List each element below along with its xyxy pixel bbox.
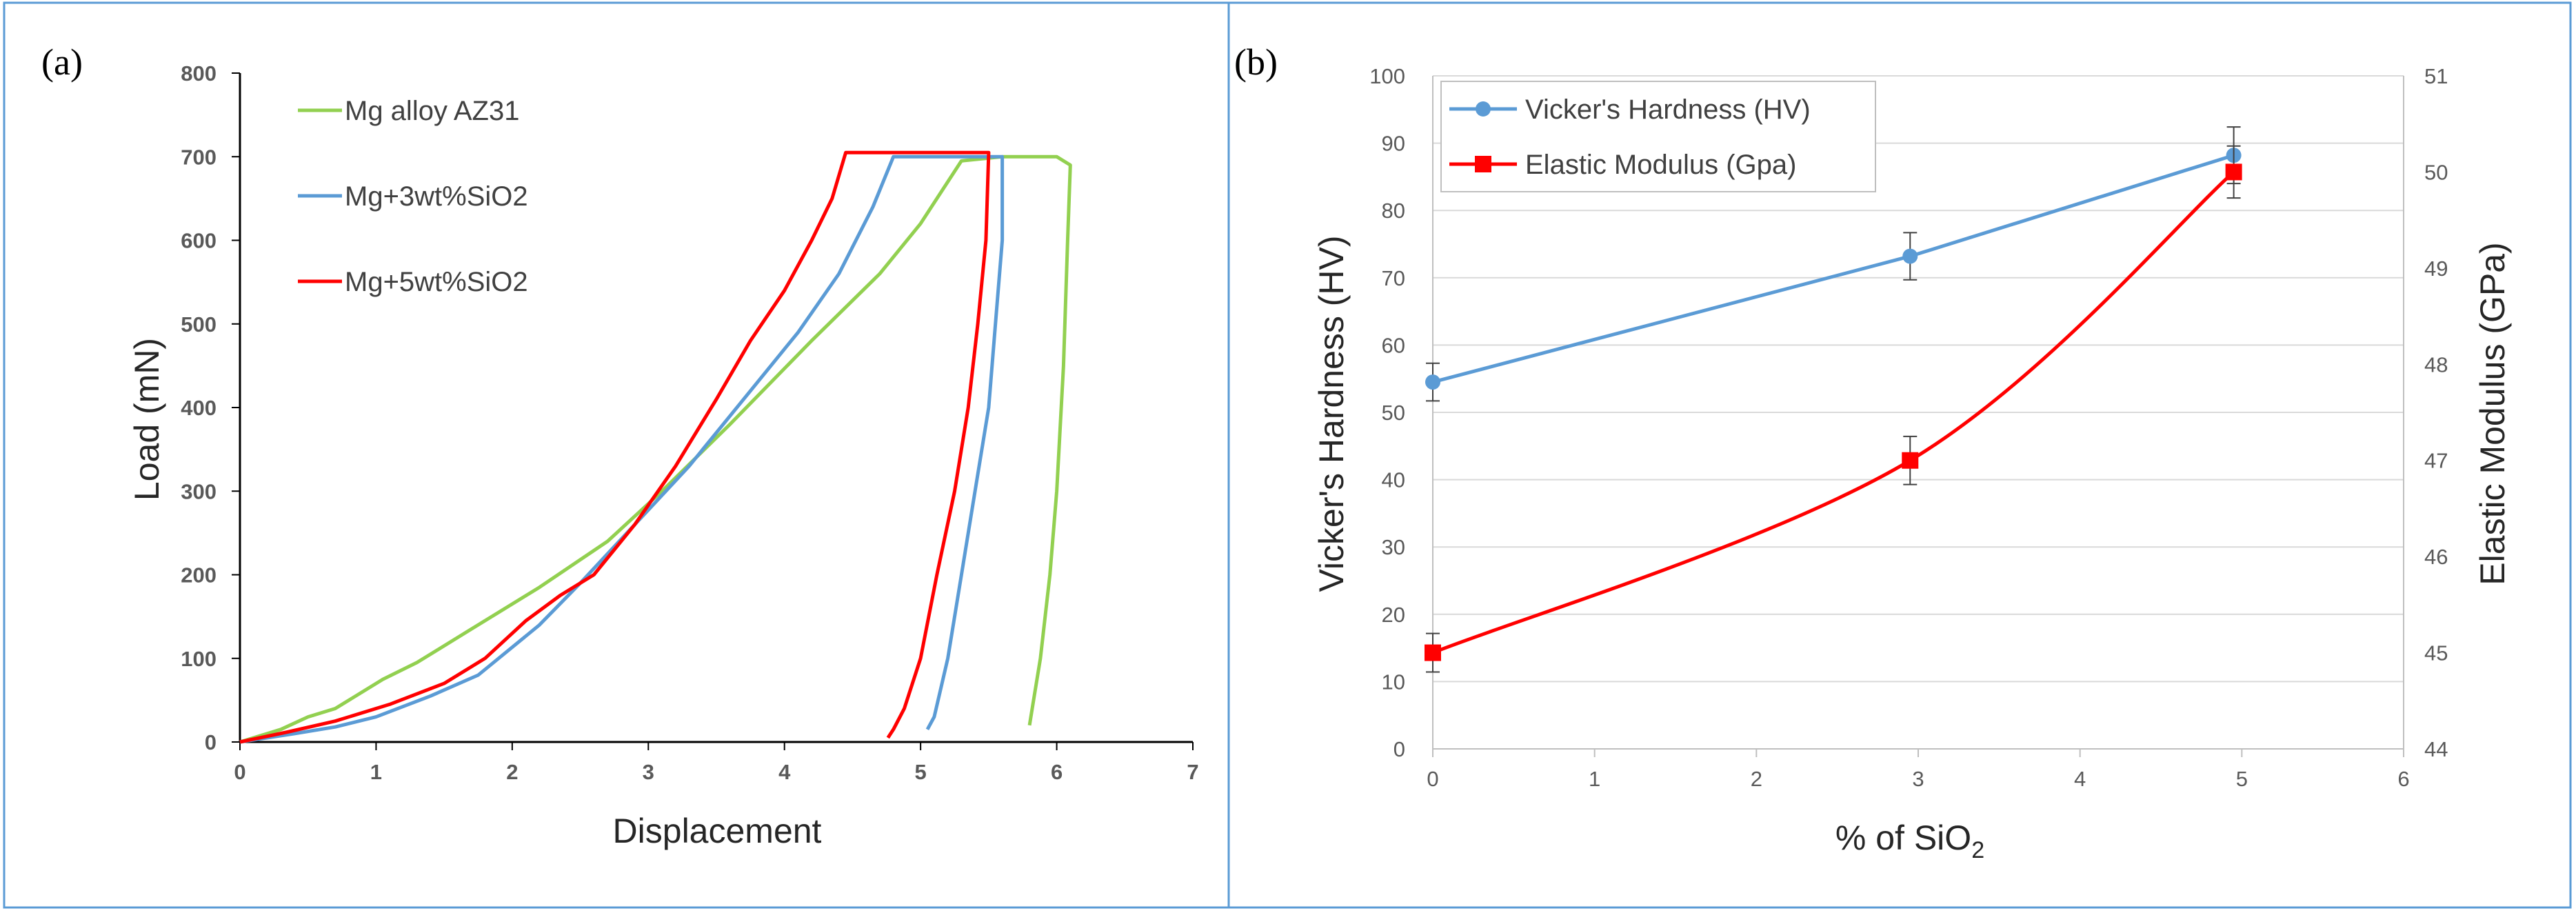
chart-a-series-line-1	[239, 154, 1072, 744]
chart-a-x-tick-label: 1	[370, 760, 382, 784]
chart-b-legend-marker	[1476, 101, 1491, 117]
chart-b-x-ticks: 0 1 2 3 4 5 6	[1427, 749, 2410, 791]
chart-b-data-point-hardness	[1902, 248, 1918, 264]
chart-b-y-tick-label: 60	[1382, 333, 1405, 357]
chart-b-y2-axis-label: Elastic Modulus (GPa)	[2473, 242, 2512, 585]
chart-b-y2-ticks: 44 45 46 47 48 49 50 51	[2424, 64, 2448, 761]
chart-a-legend-label: Mg alloy AZ31	[345, 96, 519, 126]
chart-b-y2-tick-label: 51	[2424, 64, 2448, 88]
chart-a-y-axis-label: Load (mN)	[128, 338, 166, 501]
chart-b-x-axis-label-main: % of SiO	[1835, 819, 1971, 857]
chart-b-y-tick-label: 20	[1382, 603, 1405, 627]
chart-b-series	[1425, 126, 2242, 673]
chart-a-series	[239, 150, 1072, 744]
chart-b-y2-tick-label: 45	[2424, 641, 2448, 665]
chart-b-y-axis-label: Vicker's Hardness (HV)	[1312, 235, 1351, 592]
chart-a-x-tick-label: 4	[778, 760, 791, 784]
chart-a-series-line-3	[239, 150, 991, 744]
chart-a-legend-label: Mg+3wt%SiO2	[345, 181, 528, 212]
chart-b-y-tick-label: 30	[1382, 535, 1405, 559]
chart-b-legend-label: Vicker's Hardness (HV)	[1525, 94, 1811, 125]
chart-b-data-point-modulus	[2225, 163, 2242, 181]
chart-a-y-tick-label: 400	[181, 396, 217, 420]
chart-a-y-tick-label: 500	[181, 312, 217, 337]
chart-b-y2-tick-label: 44	[2424, 737, 2448, 761]
chart-b-y-ticks: 0 10 20 30 40 50 60 70 80 90 100	[1369, 64, 1405, 761]
chart-b-legend-marker	[1475, 156, 1491, 172]
chart-a-y-tick-label: 0	[205, 730, 217, 754]
chart-b-x-axis-label-subscript: 2	[1971, 837, 1984, 863]
chart-a-y-tick-label: 800	[181, 61, 217, 86]
chart-b-data-point-modulus	[1425, 644, 1441, 661]
chart-b-x-tick-label: 6	[2397, 767, 2409, 791]
chart-a-x-ticks: 0 1 2 3 4 5 6 7	[234, 742, 1199, 784]
chart-b-x-tick-label: 5	[2236, 767, 2248, 791]
chart-a-y-tick-label: 600	[181, 229, 217, 253]
chart-b-y-tick-label: 90	[1382, 132, 1405, 156]
chart-b-x-tick-label: 2	[1751, 767, 1762, 791]
chart-b-y-tick-label: 70	[1382, 266, 1405, 290]
chart-b-y-tick-label: 100	[1369, 64, 1405, 88]
chart-a-y-tick-label: 700	[181, 145, 217, 169]
chart-b-y-tick-label: 40	[1382, 468, 1405, 492]
chart-b-y-tick-label: 50	[1382, 401, 1405, 425]
chart-a-x-axis-label: Displacement	[613, 812, 822, 850]
panel-b-label: (b)	[1234, 41, 1278, 83]
chart-b-x-tick-label: 0	[1427, 767, 1438, 791]
chart-b-y-tick-label: 80	[1382, 199, 1405, 223]
chart-a-legend-label: Mg+5wt%SiO2	[345, 267, 528, 297]
chart-b-y2-tick-label: 48	[2424, 352, 2448, 377]
chart-a-y-tick-label: 300	[181, 479, 217, 503]
chart-a-x-tick-label: 2	[506, 760, 518, 784]
chart-a-x-tick-label: 3	[643, 760, 654, 784]
chart-b-y2-tick-label: 47	[2424, 449, 2448, 473]
chart-a-y-ticks: 0 100 200 300 400 500 600 700 800	[181, 61, 240, 754]
chart-b-x-tick-label: 1	[1589, 767, 1600, 791]
chart-a-series-line-2	[239, 154, 1005, 744]
chart-a: (a) 0 1 2 3 4 5 6 7 0 100 200 300 400 500 600 700 800 D…	[41, 41, 1199, 850]
chart-a-y-tick-label: 100	[181, 647, 217, 671]
panel-a-frame	[3, 1, 1230, 909]
chart-b-y2-tick-label: 46	[2424, 545, 2448, 569]
chart-a-x-tick-label: 7	[1187, 760, 1198, 784]
chart-b-data-point-modulus	[1902, 452, 1919, 469]
chart-b-x-tick-label: 3	[1912, 767, 1924, 791]
chart-b-legend-box	[1440, 81, 1876, 192]
chart-a-x-tick-label: 0	[234, 760, 245, 784]
chart-b-y2-tick-label: 50	[2424, 160, 2448, 184]
chart-a-y-tick-label: 200	[181, 563, 217, 588]
chart-b-data-point-hardness	[1425, 374, 1440, 390]
chart-b-y-tick-label: 0	[1393, 737, 1405, 761]
chart-b-y-tick-label: 10	[1382, 670, 1405, 694]
chart-b-legend-label: Elastic Modulus (Gpa)	[1525, 150, 1796, 180]
chart-a-x-tick-label: 5	[915, 760, 927, 784]
chart-b-x-axis-label: % of SiO2	[1835, 819, 1984, 863]
chart-a-x-tick-label: 6	[1051, 760, 1063, 784]
chart-a-legend: Mg alloy AZ31 Mg+3wt%SiO2 Mg+5wt%SiO2	[298, 96, 528, 297]
chart-b-x-tick-label: 4	[2074, 767, 2086, 791]
panel-a-label: (a)	[41, 41, 83, 83]
chart-b-y2-tick-label: 49	[2424, 257, 2448, 281]
chart-b-legend: Vicker's Hardness (HV) Elastic Modulus (G…	[1440, 81, 1876, 192]
